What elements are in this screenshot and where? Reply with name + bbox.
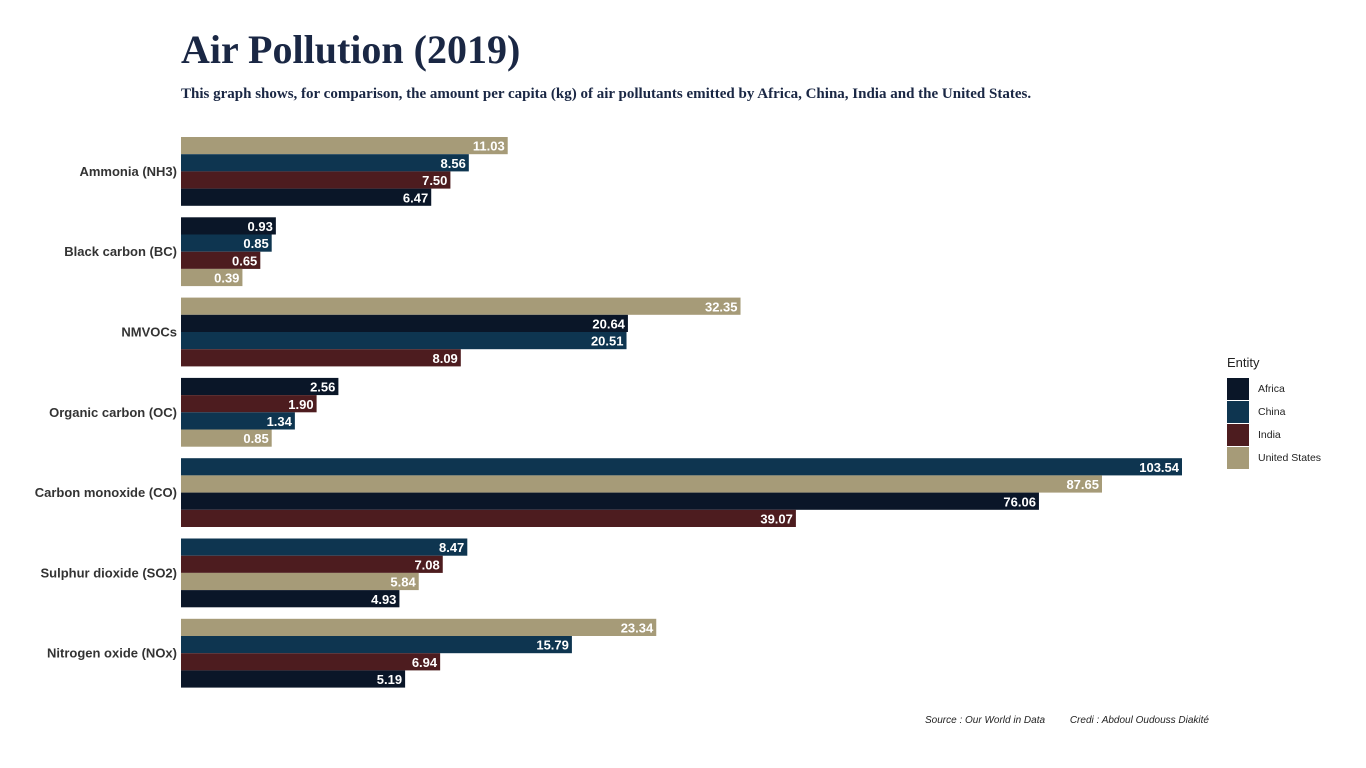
legend: Entity Africa China India United States [1227,355,1321,469]
data-label-nitrogen-oxide-nox-africa: 5.19 [377,672,402,687]
data-label-ammonia-nh3-china: 8.56 [441,156,466,171]
category-label-nmvocs: NMVOCs [121,325,177,340]
bar-organic-carbon-oc-united-states [181,429,272,447]
data-label-sulphur-dioxide-so2-china: 8.47 [439,540,464,555]
legend-swatch-africa [1227,377,1249,400]
legend-label-united-states: United States [1258,451,1322,464]
data-label-sulphur-dioxide-so2-africa: 4.93 [371,592,396,607]
bar-nitrogen-oxide-nox-india [181,653,441,671]
data-label-nmvocs-india: 8.09 [432,351,457,366]
bar-black-carbon-bc-india [181,251,261,269]
category-label-black-carbon-bc: Black carbon (BC) [64,244,177,259]
legend-label-china: China [1258,405,1286,418]
legend-swatch-india [1227,423,1249,446]
data-label-carbon-monoxide-co-india: 39.07 [760,512,793,527]
bar-nitrogen-oxide-nox-china [181,636,572,654]
bar-ammonia-nh3-africa [181,188,432,206]
data-label-black-carbon-bc-united-states: 0.39 [214,271,239,286]
data-label-nmvocs-africa: 20.64 [592,317,625,332]
data-label-organic-carbon-oc-china: 1.34 [267,414,293,429]
bar-ammonia-nh3-china [181,154,469,172]
category-label-nitrogen-oxide-nox: Nitrogen oxide (NOx) [47,646,177,661]
legend-title: Entity [1227,355,1260,370]
bar-nitrogen-oxide-nox-africa [181,670,406,688]
data-label-nitrogen-oxide-nox-united-states: 23.34 [621,621,654,636]
legend-swatch-china [1227,400,1249,423]
bar-carbon-monoxide-co-india [181,509,796,527]
data-label-sulphur-dioxide-so2-india: 7.08 [414,557,439,572]
chart-subtitle: This graph shows, for comparison, the am… [181,86,1032,102]
bar-nmvocs-china [181,332,627,350]
legend-label-india: India [1258,428,1281,441]
data-label-ammonia-nh3-africa: 6.47 [403,190,428,205]
bar-organic-carbon-oc-india [181,395,317,413]
category-label-organic-carbon-oc: Organic carbon (OC) [49,405,177,420]
bar-nmvocs-united-states [181,297,741,315]
bar-black-carbon-bc-africa [181,217,276,235]
bar-ammonia-nh3-united-states [181,137,508,155]
bar-organic-carbon-oc-china [181,412,295,430]
bar-nitrogen-oxide-nox-united-states [181,618,657,636]
source-note: Source : Our World in Data [925,715,1046,726]
legend-item-africa: Africa [1227,377,1321,400]
bar-black-carbon-bc-china [181,234,272,252]
data-label-nitrogen-oxide-nox-china: 15.79 [536,638,569,653]
bar-nmvocs-india [181,349,461,367]
category-label-ammonia-nh3: Ammonia (NH3) [79,164,177,179]
data-label-nmvocs-china: 20.51 [591,334,624,349]
data-label-organic-carbon-oc-united-states: 0.85 [243,431,268,446]
credit-note: Credi : Abdoul Oudouss Diakité [1069,715,1209,726]
bar-sulphur-dioxide-so2-india [181,555,443,573]
legend-label-africa: Africa [1258,382,1285,395]
data-label-ammonia-nh3-india: 7.50 [422,173,447,188]
bar-ammonia-nh3-india [181,171,451,189]
footer: Source : Our World in Data Credi : Abdou… [925,715,1231,726]
data-label-nmvocs-united-states: 32.35 [705,299,738,314]
bar-carbon-monoxide-co-africa [181,492,1039,510]
bar-sulphur-dioxide-so2-united-states [181,572,419,591]
data-label-black-carbon-bc-india: 0.65 [232,253,257,268]
data-label-organic-carbon-oc-india: 1.90 [288,397,313,412]
data-label-carbon-monoxide-co-united-states: 87.65 [1066,477,1099,492]
bar-nmvocs-africa [181,314,628,332]
data-label-sulphur-dioxide-so2-united-states: 5.84 [390,575,416,590]
data-label-carbon-monoxide-co-africa: 76.06 [1003,494,1036,509]
bar-carbon-monoxide-co-united-states [181,475,1102,493]
chart-title: Air Pollution (2019) [181,27,521,72]
data-label-black-carbon-bc-china: 0.85 [243,236,268,251]
category-label-carbon-monoxide-co: Carbon monoxide (CO) [35,485,177,500]
legend-item-china: China [1227,400,1321,423]
category-label-sulphur-dioxide-so2: Sulphur dioxide (SO2) [40,565,177,580]
legend-item-india: India [1227,423,1321,446]
data-label-organic-carbon-oc-africa: 2.56 [310,380,335,395]
bar-sulphur-dioxide-so2-china [181,538,468,556]
bar-black-carbon-bc-united-states [181,268,243,287]
data-label-ammonia-nh3-united-states: 11.03 [473,139,505,154]
legend-swatch-united-states [1227,446,1249,469]
bar-sulphur-dioxide-so2-africa [181,590,400,608]
bar-organic-carbon-oc-africa [181,377,339,396]
data-label-nitrogen-oxide-nox-india: 6.94 [412,655,438,670]
data-label-carbon-monoxide-co-china: 103.54 [1139,460,1180,475]
bar-carbon-monoxide-co-china [181,458,1182,476]
data-label-black-carbon-bc-africa: 0.93 [248,219,273,234]
legend-item-united-states: United States [1227,446,1321,469]
